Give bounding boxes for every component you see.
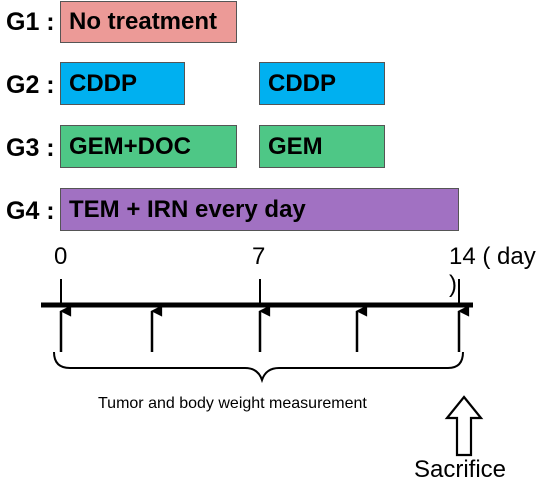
- treatment-bar-tem-irn: TEM + IRN every day: [60, 188, 459, 231]
- tick-label-day-7: 7: [252, 243, 266, 270]
- sacrifice-label: Sacrifice: [414, 456, 507, 483]
- measurement-brace: [53, 351, 464, 384]
- group-label-g3: G3 :: [6, 134, 55, 162]
- measurement-caption: Tumor and body weight measurement: [98, 395, 367, 412]
- treatment-bar-cddp-second: CDDP: [259, 62, 385, 105]
- group-label-g1: G1 :: [6, 8, 55, 36]
- group-label-g4: G4 :: [6, 197, 55, 225]
- tick-label-day-0: 0: [54, 243, 68, 270]
- treatment-bar-cddp-first: CDDP: [60, 62, 185, 105]
- treatment-bar-gem-doc: GEM+DOC: [60, 125, 237, 168]
- treatment-bar-no-treatment: No treatment: [60, 1, 237, 43]
- tick-label-day-14: 14 ( day ): [449, 243, 536, 298]
- treatment-bar-gem: GEM: [259, 125, 385, 168]
- sacrifice-arrow-icon: [444, 395, 484, 457]
- group-label-g2: G2 :: [6, 71, 55, 99]
